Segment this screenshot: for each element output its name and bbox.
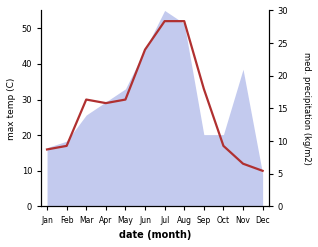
Y-axis label: max temp (C): max temp (C) bbox=[7, 77, 16, 140]
X-axis label: date (month): date (month) bbox=[119, 230, 191, 240]
Y-axis label: med. precipitation (kg/m2): med. precipitation (kg/m2) bbox=[302, 52, 311, 165]
